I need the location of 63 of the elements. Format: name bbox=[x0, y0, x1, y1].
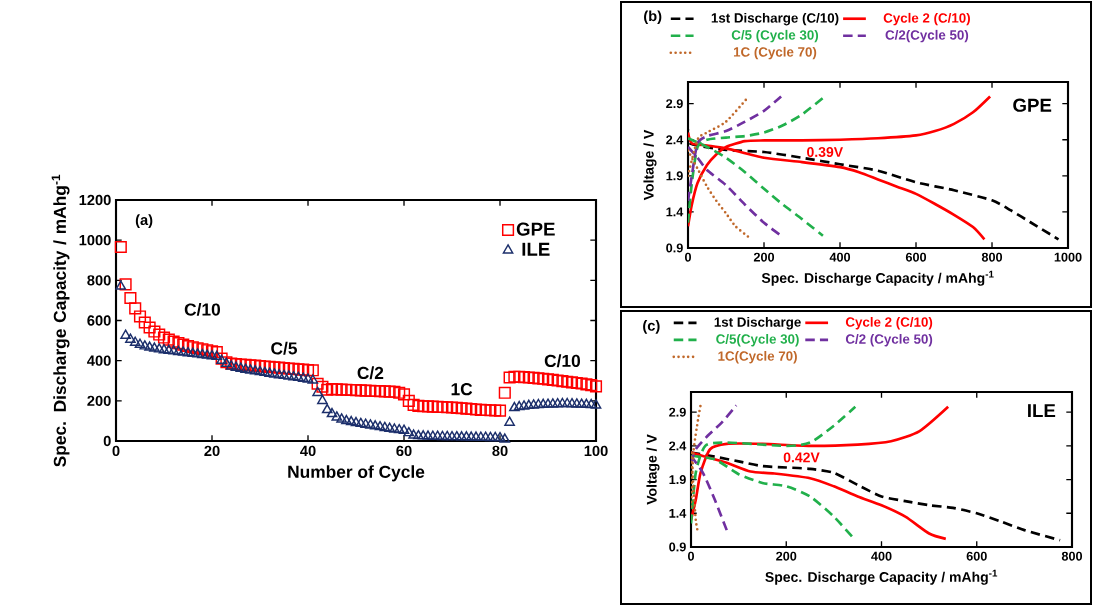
legend-label: Cycle 2 (C/10) bbox=[845, 316, 933, 330]
text: C/5 (Cycle 30) bbox=[731, 29, 819, 43]
x-tick-label: 60 bbox=[396, 445, 412, 457]
y-tick-label: 400 bbox=[87, 355, 111, 366]
x-axis-title: Spec. Discharge Capacity / mAhg$^{-1}$ bbox=[765, 569, 998, 585]
legend-label: Cycle 2 (C/10) bbox=[883, 12, 970, 26]
y-tick-label: 1.4 bbox=[666, 207, 684, 217]
y-tick-label: 2.4 bbox=[666, 135, 684, 145]
y-tick-label: 800 bbox=[87, 275, 111, 286]
y-tick-label: 1.9 bbox=[666, 171, 683, 181]
legend-label: 1st Discharge bbox=[714, 316, 801, 330]
annotation: C/10 bbox=[184, 302, 220, 316]
legend-label: C/5(Cycle 30) bbox=[716, 333, 799, 347]
x-tick-label: 400 bbox=[871, 551, 892, 561]
x-tick-label: 600 bbox=[966, 551, 987, 561]
x-tick-label: 20 bbox=[204, 445, 220, 457]
y-tick-label: 2.4 bbox=[669, 441, 687, 451]
legend-label: C/2(Cycle 50) bbox=[885, 29, 969, 43]
y-tick-label: 0.9 bbox=[666, 243, 683, 253]
x-tick-label: 100 bbox=[584, 445, 608, 457]
x-tick-label: 800 bbox=[981, 252, 1003, 262]
x-tick-label: 80 bbox=[492, 445, 508, 457]
legend-label: ILE bbox=[522, 242, 550, 256]
x-tick-label: 1000 bbox=[1054, 252, 1082, 262]
y-tick-label: 2.9 bbox=[669, 407, 686, 417]
annotation: ILE bbox=[1028, 404, 1056, 418]
legend-label: GPE bbox=[516, 222, 555, 236]
x-axis-title: Number of Cycle bbox=[288, 465, 425, 482]
x-tick-label: 0 bbox=[687, 551, 695, 561]
annotation: 0.39V bbox=[807, 147, 843, 158]
x-tick-label: 800 bbox=[1061, 551, 1083, 561]
annotation: C/5 bbox=[271, 341, 298, 355]
y-tick-label: 1200 bbox=[79, 194, 111, 206]
annotation: 1C bbox=[451, 383, 473, 396]
y-tick-label: 2.9 bbox=[666, 99, 683, 109]
y-axis-title: Voltage / V bbox=[646, 434, 660, 505]
annotation: C/10 bbox=[544, 354, 580, 368]
annotation: 0.42V bbox=[783, 452, 820, 463]
legend-label: C/2 (Cycle 50) bbox=[845, 333, 933, 347]
annotation: (a) bbox=[135, 214, 153, 228]
x-axis-title: Spec. Discharge Capacity / mAhg$^{-1}$ bbox=[761, 270, 994, 286]
x-tick-label: 200 bbox=[776, 551, 797, 561]
y-tick-label: 0.9 bbox=[669, 542, 686, 552]
y-tick-label: 200 bbox=[87, 395, 111, 407]
legend-label: 1C(Cycle 70) bbox=[718, 350, 797, 364]
y-tick-label: 1.9 bbox=[669, 475, 686, 485]
y-tick-label: 1.4 bbox=[669, 508, 687, 518]
y-axis-title: Voltage / V bbox=[643, 129, 657, 201]
y-tick-label: 600 bbox=[87, 315, 111, 326]
y-tick-label: 0 bbox=[103, 435, 111, 447]
annotation: C/2 bbox=[357, 366, 384, 380]
x-tick-label: 200 bbox=[753, 252, 775, 262]
annotation: GPE bbox=[1013, 98, 1052, 112]
text: 1C (Cycle 70) bbox=[733, 46, 817, 60]
x-tick-label: 400 bbox=[829, 252, 851, 262]
text: (b) bbox=[644, 10, 662, 25]
legend-label: 1st Discharge (C/10) bbox=[711, 12, 839, 26]
y-axis-title: Spec. Discharge Capacity / mAhg$^{-1}$ bbox=[51, 174, 70, 467]
x-tick-label: 0 bbox=[112, 445, 120, 457]
x-tick-label: 40 bbox=[300, 445, 316, 457]
text: (c) bbox=[643, 320, 660, 334]
x-tick-label: 600 bbox=[905, 252, 927, 262]
y-tick-label: 1000 bbox=[79, 234, 111, 246]
